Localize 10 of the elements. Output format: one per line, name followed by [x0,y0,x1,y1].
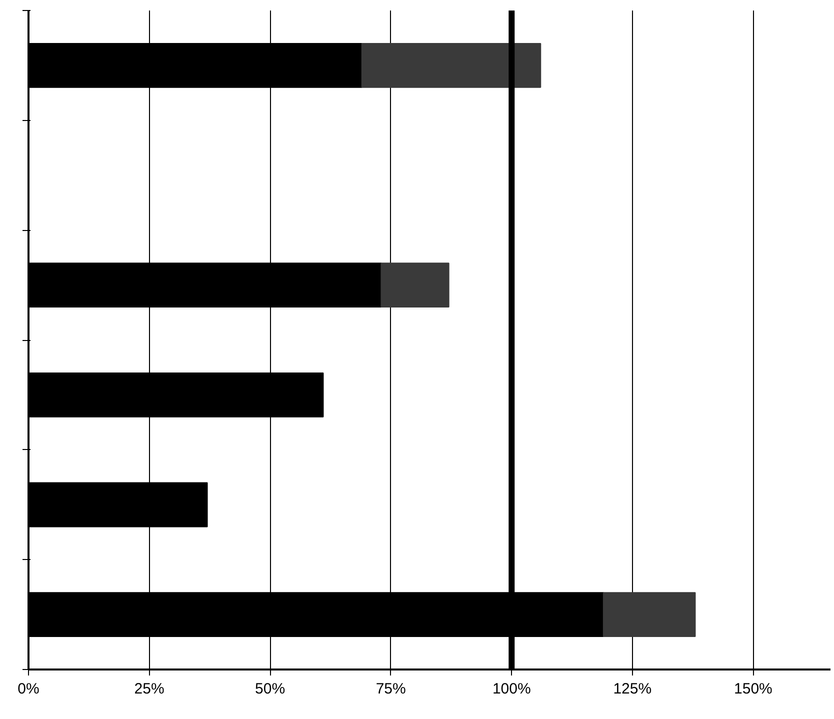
x-tick-label: 75% [376,680,406,698]
x-tick-label: 150% [734,680,772,698]
x-tick-label: 100% [492,680,531,698]
x-tick-label: 50% [255,680,286,698]
x-tick-label: 25% [134,680,164,698]
bar [380,262,450,308]
x-tick-label: 125% [613,680,652,698]
bar [361,42,542,88]
bar [602,592,696,638]
x-tick-label: 0% [18,680,40,698]
